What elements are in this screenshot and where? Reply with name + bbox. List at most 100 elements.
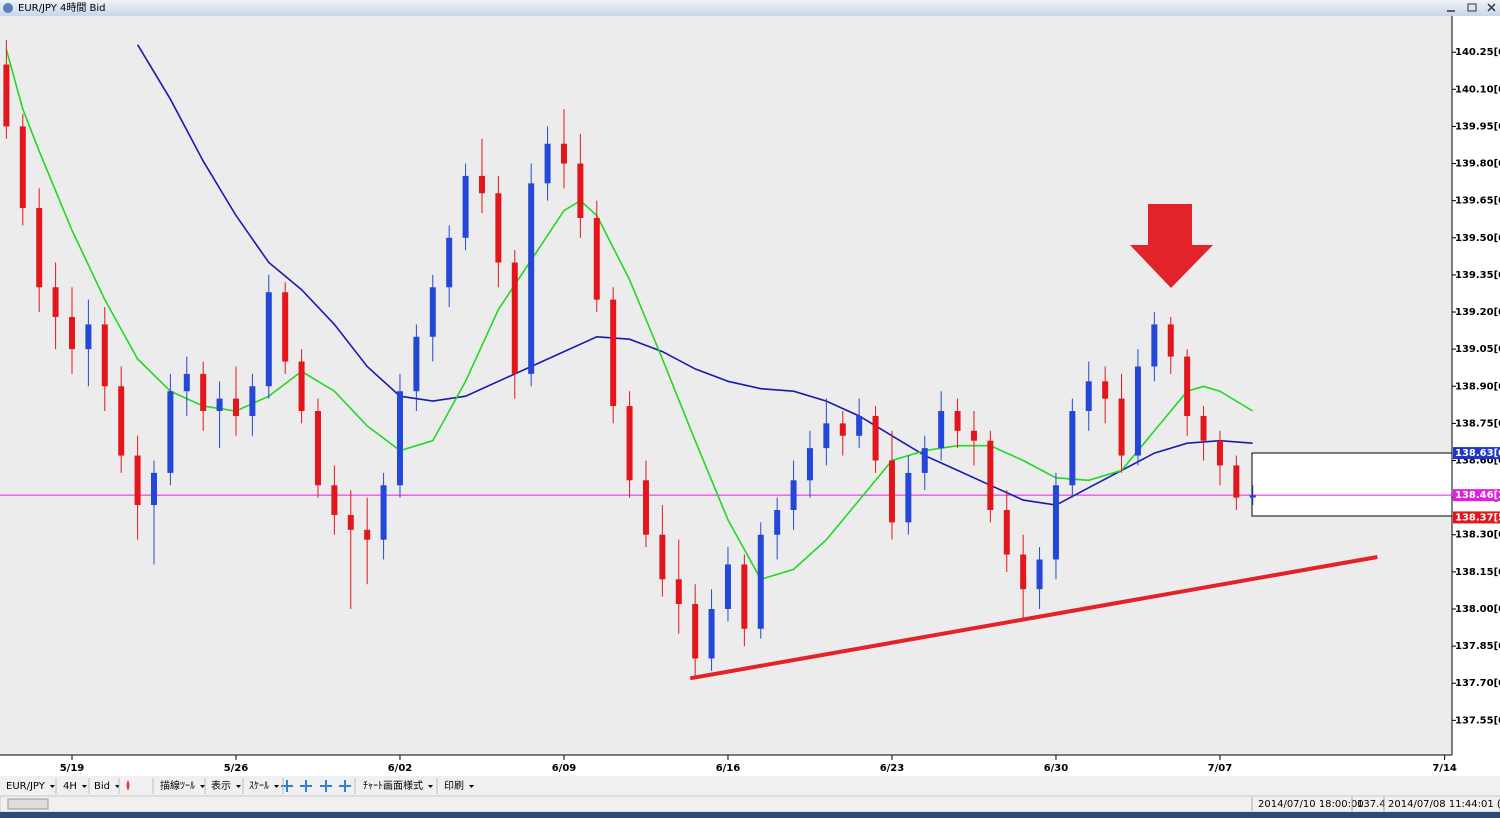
candle-body [298,361,305,412]
candle-body [888,460,895,523]
candle-body [708,608,715,659]
candle-body [593,217,600,300]
x-tick-label: 5/26 [224,763,249,774]
candle-body [19,126,26,209]
x-tick-label: 6/23 [880,763,905,774]
candle-body [839,423,846,436]
candle-body [200,373,207,412]
candle-body [1052,485,1059,560]
trend-line [689,555,1378,681]
plot-area [0,16,1452,755]
candle-body [495,193,502,263]
candle-body [774,510,781,535]
title-bar [0,0,1500,16]
scrollbar[interactable] [7,798,49,810]
candle-body [921,448,928,473]
toolbar-button[interactable]: 表示 [211,779,231,792]
candle-body [265,292,272,387]
candle-body [282,292,289,362]
scale-icon[interactable] [320,780,332,792]
candle-body [856,415,863,436]
toolbar-button[interactable]: 描線ﾂｰﾙ [160,779,195,792]
candle-body [167,391,174,473]
price-marker-label: 138.63[0 [1455,448,1500,459]
candle-body [52,287,59,317]
candle-body [511,262,518,374]
toolbar-button[interactable]: ｽｹｰﾙ [249,780,269,792]
toolbar-button[interactable]: ﾁｬｰﾄ画面様式 [363,779,423,792]
toolbar-button[interactable]: EUR/JPY [6,781,46,792]
candle-body [1036,559,1043,590]
dropdown-arrow[interactable] [81,785,87,788]
moving-average [5,49,1254,581]
y-tick-label: 138.90[0] [1455,381,1500,392]
candle-body [1200,415,1207,441]
candle-body [954,411,961,431]
dropdown-arrow[interactable] [49,785,55,788]
y-tick-label: 137.70[0] [1455,678,1500,689]
candle-body [544,143,551,184]
candle-body [134,455,141,506]
dropdown-arrow[interactable] [428,785,433,788]
candle-body [872,415,879,461]
scale-icon[interactable] [300,780,312,792]
y-tick-label: 139.65[0] [1455,196,1500,207]
candle-body [1167,324,1174,357]
candle-body [36,208,43,288]
candle-body [610,299,617,407]
candle-body [314,411,321,486]
x-tick-label: 6/02 [388,763,413,774]
toolbar-button[interactable]: 印刷 [444,780,464,792]
candle-body [659,534,666,580]
toolbar-items: EUR/JPY 4H Bid 描線ﾂｰﾙ 表示 ｽｹｰﾙ ﾁｬｰﾄ画面様式 印刷 [6,778,474,794]
x-tick-label: 6/16 [716,763,741,774]
candle-body [757,534,764,629]
candle-body [249,386,256,416]
candle-body [396,391,403,486]
maximize-button[interactable] [1467,3,1477,12]
candle-body [118,386,125,456]
price-axis-area [1452,16,1500,755]
y-tick-label: 137.85[0] [1455,641,1500,652]
candle-body [905,472,912,523]
dropdown-arrow[interactable] [274,785,279,788]
app-icon [3,3,13,13]
candle-body [68,316,75,350]
scale-icon[interactable] [339,780,351,792]
candle-body [478,175,485,194]
candle-body [560,143,567,164]
y-tick-label: 139.05[0] [1455,344,1500,355]
candle-body [183,373,190,392]
candle-body [675,579,682,605]
dropdown-arrow[interactable] [469,785,474,788]
candle-body [1134,366,1141,456]
toolbar-button[interactable]: 4H [63,781,77,792]
x-tick-label: 6/30 [1044,763,1069,774]
y-tick-label: 140.25[0] [1455,47,1500,58]
y-tick-label: 138.30[0] [1455,530,1500,541]
candle-body [364,529,371,540]
candle-body [1216,440,1223,466]
candle-body [380,485,387,540]
window-title: EUR/JPY 4時間 Bid [18,2,106,14]
candle-body [724,564,731,609]
close-button[interactable] [1487,3,1496,12]
dropdown-arrow[interactable] [236,785,241,788]
candle-body [823,423,830,449]
window-buttons[interactable] [1447,3,1496,12]
dropdown-arrow[interactable] [200,785,205,788]
y-tick-label: 138.60[0] [1455,456,1500,467]
candle-body [528,183,535,374]
projection-box [1251,452,1453,517]
candle-body [970,430,977,441]
status-text: 2014/07/08 11:44:01 (Lo [1388,799,1500,810]
candle-body [347,514,354,530]
candle-body [85,324,92,350]
toolbar-button[interactable]: Bid [94,781,110,792]
candle-body [692,604,699,659]
color-icon[interactable] [126,780,130,791]
candle-body [626,406,633,481]
